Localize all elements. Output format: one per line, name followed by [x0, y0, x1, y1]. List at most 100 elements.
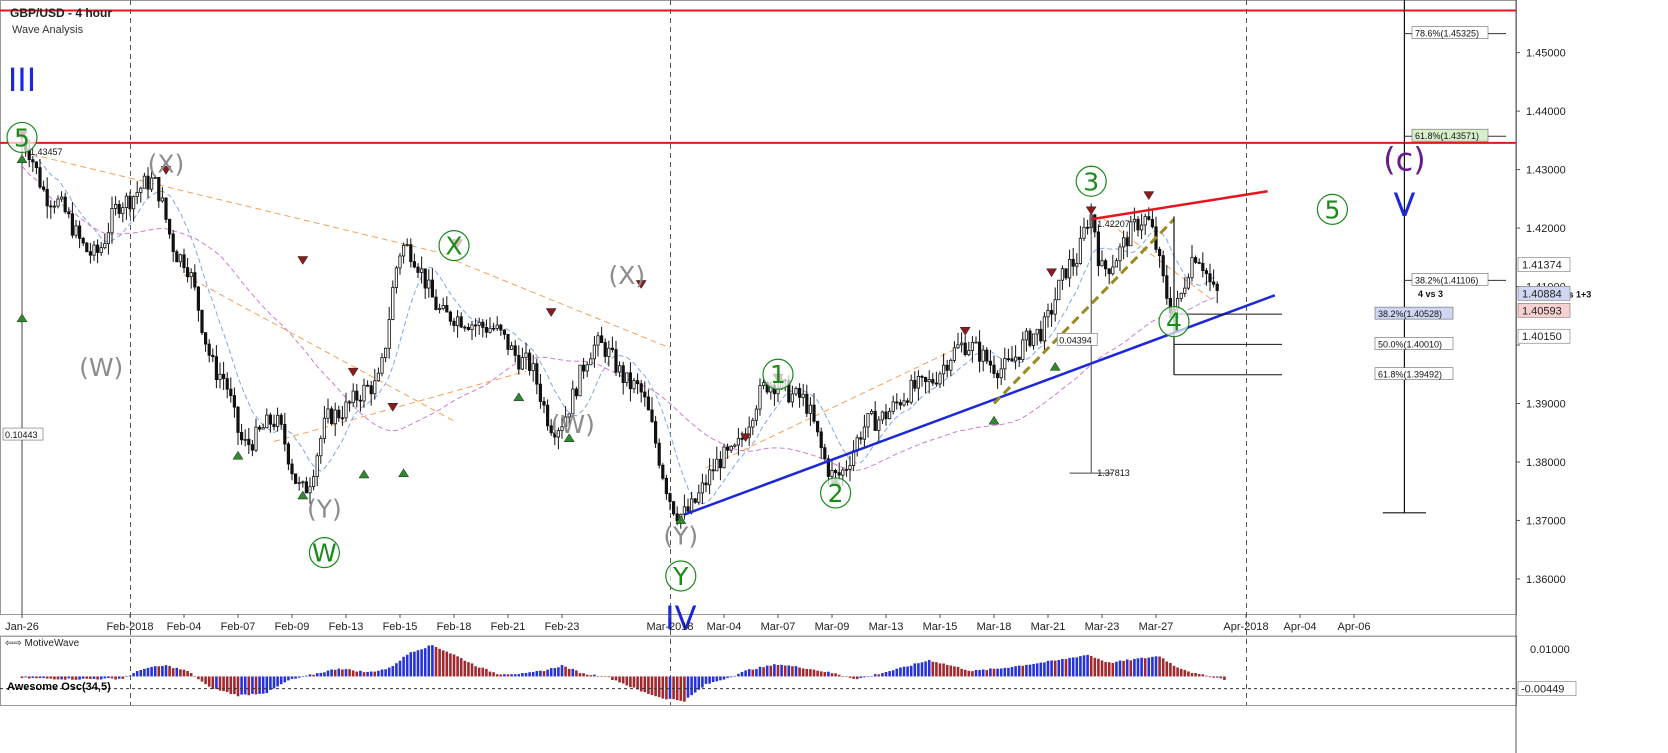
candle-body: [1021, 339, 1025, 360]
osc-bar: [233, 676, 236, 695]
fan-line: [446, 256, 671, 349]
candle-body: [819, 431, 823, 449]
osc-bar: [729, 676, 733, 678]
osc-bar: [398, 660, 402, 677]
osc-bar: [153, 666, 157, 677]
date-label: Mar-15: [923, 621, 958, 633]
osc-bar: [1043, 662, 1046, 677]
wave-circle: [6, 121, 38, 154]
pivot-high-marker: [959, 326, 971, 336]
candle-body: [942, 364, 946, 375]
osc-bar: [1125, 659, 1129, 677]
candle-body: [549, 425, 553, 434]
candle-body: [355, 390, 359, 401]
osc-bar: [557, 667, 560, 677]
candle-body: [211, 354, 215, 358]
candle-body: [412, 261, 417, 268]
candle-body: [1039, 328, 1043, 342]
osc-bar: [1082, 655, 1086, 677]
price-tick-label: 1.39000: [1526, 398, 1566, 410]
candle-body: [621, 365, 625, 384]
osc-bar: [611, 676, 614, 680]
osc-bar: [560, 665, 564, 677]
osc-bar: [809, 669, 812, 677]
osc-bar: [107, 676, 110, 679]
candle-body: [56, 198, 60, 207]
osc-bar: [722, 676, 726, 680]
candle-body: [160, 197, 164, 202]
osc-bar: [344, 669, 348, 677]
osc-bar: [326, 670, 330, 677]
wave-circle: [438, 230, 470, 262]
candle-body: [812, 404, 816, 422]
price-axis: 1.360001.370001.380001.390001.410001.420…: [1516, 48, 1571, 586]
wave-label-Y: Y: [672, 562, 689, 591]
osc-bar: [675, 676, 679, 701]
osc-bar: [1025, 664, 1028, 677]
osc-bar: [125, 676, 128, 677]
candle-body: [747, 426, 751, 438]
osc-bar: [744, 670, 747, 677]
osc-bar: [672, 676, 675, 700]
osc-bar: [56, 676, 60, 680]
osc-bar: [290, 676, 294, 679]
candle-body: [110, 208, 114, 234]
osc-bar: [189, 673, 193, 677]
osc-bar: [481, 667, 485, 677]
candle-body: [668, 493, 672, 503]
osc-bar: [1010, 667, 1014, 677]
candle-body: [1111, 266, 1115, 275]
candle-body: [553, 432, 557, 438]
candle-body: [247, 438, 251, 446]
osc-bar: [949, 665, 953, 677]
fib-ext-label: 78.6%(1.45325): [1415, 29, 1479, 39]
pivot-low-marker: [1049, 361, 1061, 371]
candle-body: [1150, 218, 1154, 228]
osc-bar: [553, 668, 557, 677]
candle-body: [1082, 226, 1086, 239]
osc-bar: [1053, 660, 1057, 677]
candle-body: [805, 393, 809, 414]
candle-body: [200, 309, 204, 334]
osc-bar: [1071, 657, 1075, 677]
date-label: Jan-26: [5, 621, 39, 633]
osc-bar: [380, 669, 384, 677]
candle-body: [128, 195, 132, 210]
candle-body: [823, 447, 827, 460]
osc-bar: [794, 666, 798, 677]
osc-tick-label: 0.01000: [1530, 644, 1570, 656]
osc-bar: [355, 671, 359, 677]
candle-body: [135, 192, 139, 198]
osc-bar: [895, 668, 899, 677]
osc-bar: [132, 673, 135, 677]
osc-bar: [884, 672, 888, 677]
osc-bar: [618, 676, 621, 683]
osc-bar: [726, 676, 729, 678]
osc-bar: [211, 676, 215, 690]
candle-body: [236, 406, 240, 433]
candle-body: [1035, 328, 1039, 335]
candle-body: [502, 329, 507, 335]
candle-body: [956, 344, 960, 349]
wave-label-(W): (W): [79, 353, 123, 382]
osc-value-label: -0.00449: [1521, 684, 1564, 696]
candle-body: [981, 349, 985, 362]
osc-bar: [981, 669, 985, 677]
osc-bar: [67, 676, 71, 679]
osc-bar: [89, 676, 92, 679]
osc-bar: [643, 676, 647, 693]
osc-bar: [459, 658, 463, 677]
osc-bar: [650, 676, 654, 696]
osc-bar: [575, 670, 578, 677]
osc-bar: [891, 670, 895, 677]
candle-body: [607, 347, 611, 357]
candle-body: [636, 380, 640, 385]
pivot-low-marker: [297, 490, 309, 500]
candle-body: [798, 388, 802, 398]
osc-bar: [287, 676, 290, 681]
candle-body: [690, 498, 694, 512]
osc-bar: [819, 671, 823, 677]
osc-bar: [1097, 658, 1100, 677]
osc-bar: [438, 648, 441, 677]
